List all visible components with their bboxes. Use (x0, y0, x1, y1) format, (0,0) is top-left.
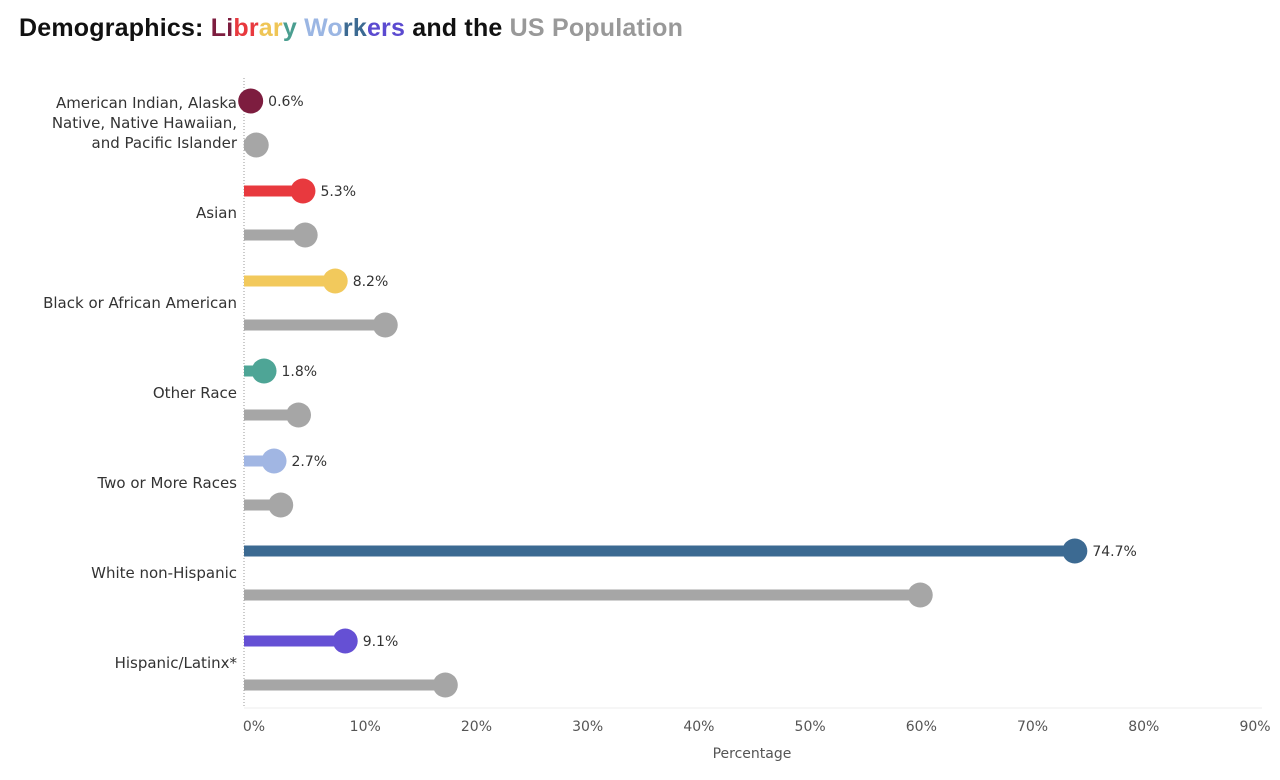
chart-title: Demographics: Library Workers and the US… (19, 14, 683, 43)
title-segment: Wo (304, 14, 343, 42)
library-workers-value-label: 2.7% (292, 454, 328, 470)
library-workers-dot (290, 178, 316, 204)
us-population-dot (907, 582, 933, 608)
title-segment: ar (258, 14, 283, 42)
category-label: American Indian, Alaska (56, 94, 237, 112)
library-workers-dot (332, 628, 358, 654)
library-workers-dot (1062, 538, 1088, 564)
x-tick-label: 90% (1239, 719, 1270, 735)
category-label: and Pacific Islander (92, 134, 238, 152)
category-label: Asian (196, 204, 237, 222)
title-segment: br (233, 14, 259, 42)
us-population-stem (244, 229, 306, 241)
library-workers-value-label: 9.1% (363, 634, 399, 650)
us-population-stem (244, 589, 921, 601)
library-workers-value-label: 1.8% (282, 364, 318, 380)
library-workers-stem (244, 185, 303, 197)
title-segment: and the (405, 14, 510, 42)
category-labels: American Indian, Alaska Native, Native Ha… (43, 94, 238, 672)
category-label: Two or More Races (96, 474, 237, 492)
library-workers-dot (322, 268, 348, 294)
x-tick-label: 40% (683, 719, 714, 735)
title-segment: rk (342, 14, 367, 42)
library-workers-stem (244, 545, 1075, 557)
category-label: Black or African American (43, 294, 237, 312)
title-segment: y (282, 14, 305, 42)
us-population-stem (244, 499, 281, 511)
x-tick-label: 30% (572, 719, 603, 735)
axes: 0% 10% 20% 30% 40% 50% 60% 70% 80% 90% (243, 78, 1271, 735)
us-population-dot (292, 222, 318, 248)
x-tick-label: 70% (1017, 719, 1048, 735)
library-workers-dot (261, 448, 287, 474)
library-workers-stem (244, 455, 275, 467)
x-tick-label: 0% (243, 719, 265, 735)
category-label: Other Race (153, 384, 237, 402)
library-workers-value-label: 0.6% (268, 94, 304, 110)
us-population-dot (268, 492, 294, 518)
lollipop-marks: 0.6% 5.3% 8.2% 1.8% 2.7% 74.7% 9.1% (238, 88, 1137, 698)
category-label: Hispanic/Latinx* (115, 654, 238, 672)
us-population-stem (244, 409, 299, 421)
library-workers-stem (244, 635, 346, 647)
title-segment: US Population (509, 14, 684, 42)
x-tick-label: 60% (906, 719, 937, 735)
library-workers-value-label: 5.3% (320, 184, 356, 200)
x-tick-label: 50% (795, 719, 826, 735)
library-workers-dot (238, 88, 264, 114)
library-workers-dot (251, 358, 277, 384)
category-label: White non-Hispanic (91, 564, 237, 582)
title-segment: Demographics: (19, 14, 211, 42)
us-population-dot (372, 312, 398, 338)
us-population-dot (432, 672, 458, 698)
x-tick-label: 10% (350, 719, 381, 735)
us-population-stem (244, 319, 386, 331)
us-population-dot (285, 402, 311, 428)
us-population-stem (244, 679, 446, 691)
category-label: Native, Native Hawaiian, (52, 114, 237, 132)
x-tick-label: 80% (1128, 719, 1159, 735)
x-axis-title: Percentage (713, 746, 792, 762)
library-workers-value-label: 74.7% (1092, 544, 1136, 560)
library-workers-value-label: 8.2% (353, 274, 389, 290)
x-tick-label: 20% (461, 719, 492, 735)
us-population-dot (243, 132, 269, 158)
title-segment: ers (366, 14, 406, 42)
library-workers-stem (244, 275, 336, 287)
title-segment: Li (210, 14, 234, 42)
